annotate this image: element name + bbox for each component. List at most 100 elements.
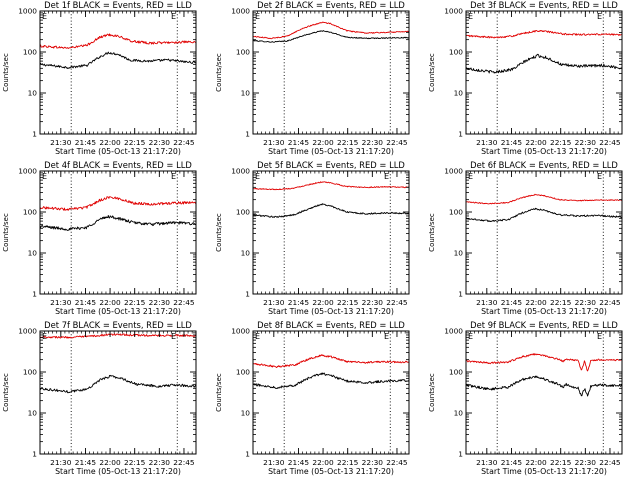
x-tick-label: 22:45 xyxy=(173,458,195,467)
series-line-red xyxy=(252,181,410,191)
x-axis-label: Start Time (05-Oct-13 21:17:20) xyxy=(55,467,181,476)
y-tick-label: 1000 xyxy=(444,167,463,176)
series-line-red xyxy=(252,354,410,368)
flag-label-right: E xyxy=(171,172,176,181)
plot-frame xyxy=(39,10,197,135)
flag-label-right: E xyxy=(597,332,602,341)
panel-title: Det 6f BLACK = Events, RED = LLD xyxy=(470,160,618,170)
x-tick-label: 22:00 xyxy=(525,138,547,147)
series-line-black xyxy=(252,372,410,389)
plot-frame xyxy=(39,330,197,455)
y-tick-label: 10 xyxy=(241,409,251,418)
y-tick-label: 100 xyxy=(236,48,250,57)
x-axis-label: Start Time (05-Oct-13 21:17:20) xyxy=(268,467,394,476)
y-tick-label: 1000 xyxy=(18,7,37,16)
y-tick-label: 100 xyxy=(23,208,37,217)
flag-label-left: E xyxy=(42,12,47,21)
x-tick-label: 22:45 xyxy=(599,138,621,147)
y-axis-label: Counts/sec xyxy=(215,373,223,412)
flag-label-right: E xyxy=(597,172,602,181)
x-tick-label: 21:30 xyxy=(50,458,72,467)
x-tick-label: 22:00 xyxy=(312,138,334,147)
x-axis-label: Start Time (05-Oct-13 21:17:20) xyxy=(268,147,394,156)
panel-4: Det 4f BLACK = Events, RED = LLD Counts/s… xyxy=(2,160,197,316)
x-tick-label: 22:45 xyxy=(386,298,408,307)
series-line-red xyxy=(252,21,410,40)
x-tick-label: 22:00 xyxy=(525,458,547,467)
y-tick-label: 1 xyxy=(458,290,463,299)
y-tick-label: 1000 xyxy=(18,167,37,176)
x-tick-label: 22:00 xyxy=(99,138,121,147)
x-tick-label: 22:15 xyxy=(124,298,146,307)
panel-title: Det 3f BLACK = Events, RED = LLD xyxy=(470,0,618,10)
x-tick-label: 22:15 xyxy=(124,138,146,147)
series-line-black xyxy=(39,214,197,231)
y-tick-label: 1 xyxy=(32,130,37,139)
x-tick-label: 21:45 xyxy=(75,138,97,147)
y-axis-label: Counts/sec xyxy=(428,213,436,252)
panel-9: Det 9f BLACK = Events, RED = LLD Counts/s… xyxy=(428,320,623,476)
x-tick-label: 22:45 xyxy=(599,458,621,467)
series-line-black xyxy=(465,53,623,74)
y-axis-label: Counts/sec xyxy=(2,213,10,252)
x-tick-label: 22:00 xyxy=(525,298,547,307)
x-tick-label: 22:00 xyxy=(312,298,334,307)
plot-frame xyxy=(252,330,410,455)
x-tick-label: 21:30 xyxy=(476,298,498,307)
panel-title: Det 2f BLACK = Events, RED = LLD xyxy=(257,0,405,10)
flag-label-right: E xyxy=(384,332,389,341)
flag-label-right: E xyxy=(597,12,602,21)
x-tick-label: 22:15 xyxy=(550,458,572,467)
x-tick-label: 22:15 xyxy=(124,458,146,467)
series-line-red xyxy=(39,333,197,339)
plot-frame xyxy=(465,170,623,295)
panel-5: Det 5f BLACK = Events, RED = LLD Counts/s… xyxy=(215,160,410,316)
series-line-black xyxy=(252,203,410,218)
x-axis-label: Start Time (05-Oct-13 21:17:20) xyxy=(481,307,607,316)
panel-title: Det 7f BLACK = Events, RED = LLD xyxy=(44,320,192,330)
series-line-red xyxy=(39,196,197,211)
x-tick-label: 21:30 xyxy=(476,458,498,467)
y-tick-label: 1000 xyxy=(444,7,463,16)
y-axis-label: Counts/sec xyxy=(215,213,223,252)
panel-title: Det 5f BLACK = Events, RED = LLD xyxy=(257,160,405,170)
x-tick-label: 22:45 xyxy=(386,458,408,467)
plot-frame xyxy=(39,170,197,295)
y-tick-label: 1 xyxy=(245,290,250,299)
x-tick-label: 21:45 xyxy=(75,458,97,467)
x-tick-label: 21:45 xyxy=(288,138,310,147)
series-line-red xyxy=(465,193,623,205)
x-axis-label: Start Time (05-Oct-13 21:17:20) xyxy=(55,307,181,316)
flag-label-left: E xyxy=(255,12,260,21)
panel-7: Det 7f BLACK = Events, RED = LLD Counts/s… xyxy=(2,320,197,476)
y-tick-label: 1 xyxy=(32,290,37,299)
x-axis-label: Start Time (05-Oct-13 21:17:20) xyxy=(268,307,394,316)
series-line-black xyxy=(252,30,410,43)
panel-8: Det 8f BLACK = Events, RED = LLD Counts/s… xyxy=(215,320,410,476)
x-tick-label: 22:00 xyxy=(99,298,121,307)
y-tick-label: 10 xyxy=(28,89,38,98)
y-tick-label: 1000 xyxy=(231,7,250,16)
series-line-black xyxy=(39,374,197,394)
flag-label-left: E xyxy=(468,172,473,181)
x-tick-label: 22:15 xyxy=(337,138,359,147)
y-tick-label: 100 xyxy=(449,368,463,377)
flag-label-right: E xyxy=(384,172,389,181)
y-tick-label: 1 xyxy=(458,130,463,139)
x-tick-label: 22:15 xyxy=(550,298,572,307)
x-tick-label: 22:30 xyxy=(575,298,597,307)
y-axis-label: Counts/sec xyxy=(428,373,436,412)
y-tick-label: 1 xyxy=(245,130,250,139)
y-axis-label: Counts/sec xyxy=(428,53,436,92)
flag-label-left: E xyxy=(468,332,473,341)
x-tick-label: 22:00 xyxy=(99,458,121,467)
x-axis-label: Start Time (05-Oct-13 21:17:20) xyxy=(481,467,607,476)
y-axis-label: Counts/sec xyxy=(2,53,10,92)
x-tick-label: 21:45 xyxy=(288,458,310,467)
panel-2: Det 2f BLACK = Events, RED = LLD Counts/s… xyxy=(215,0,410,156)
flag-label-right: E xyxy=(171,12,176,21)
x-tick-label: 22:30 xyxy=(149,458,171,467)
y-tick-label: 1000 xyxy=(231,327,250,336)
y-tick-label: 100 xyxy=(236,368,250,377)
